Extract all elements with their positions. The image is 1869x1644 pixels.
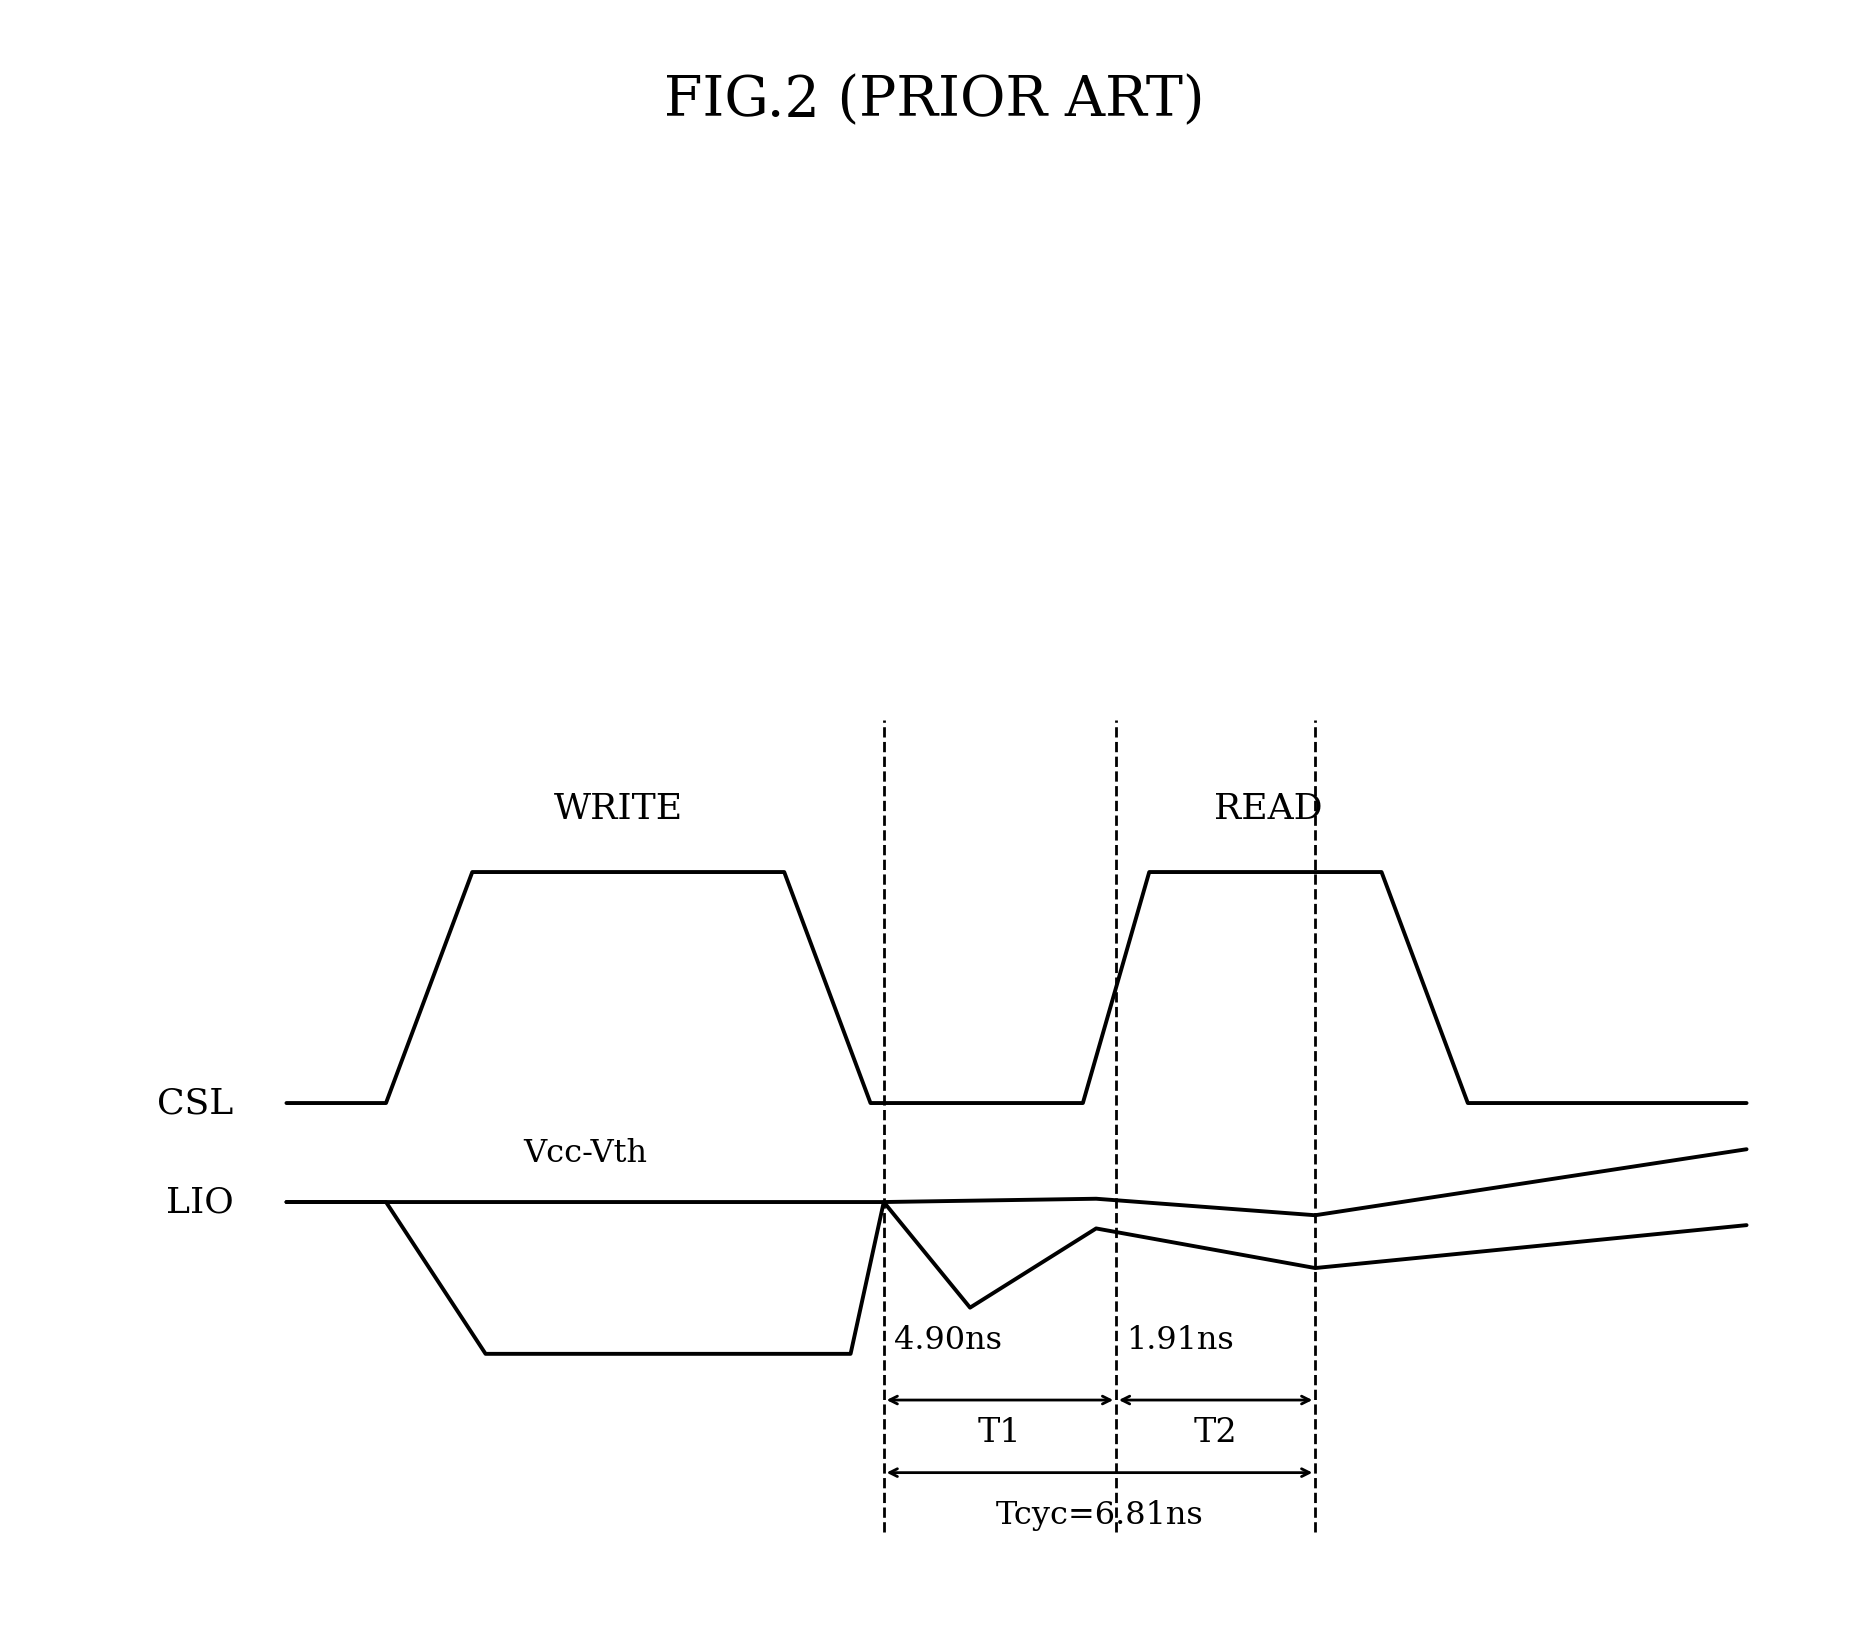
Text: WRITE: WRITE <box>553 792 682 825</box>
Text: T1: T1 <box>977 1417 1022 1448</box>
Text: CSL: CSL <box>157 1087 234 1120</box>
Text: T2: T2 <box>1194 1417 1237 1448</box>
Text: 1.91ns: 1.91ns <box>1125 1325 1234 1356</box>
Text: LIO: LIO <box>166 1185 234 1220</box>
Text: Vcc-Vth: Vcc-Vth <box>523 1138 647 1169</box>
Text: 4.90ns: 4.90ns <box>893 1325 1002 1356</box>
Text: READ: READ <box>1215 792 1323 825</box>
Text: Tcyc=6.81ns: Tcyc=6.81ns <box>996 1499 1204 1531</box>
Text: FIG.2 (PRIOR ART): FIG.2 (PRIOR ART) <box>663 74 1206 128</box>
